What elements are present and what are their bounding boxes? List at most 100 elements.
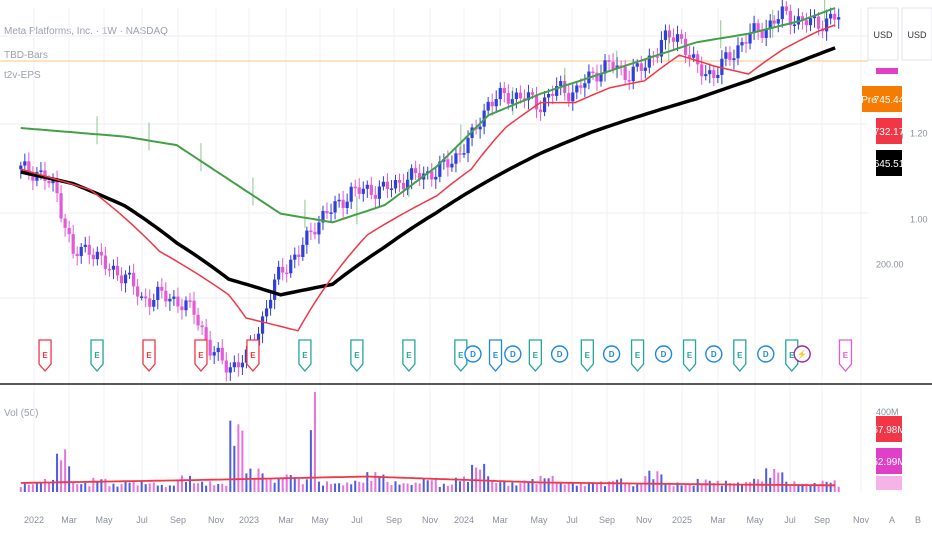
pre-price-tag-box (876, 86, 902, 112)
volume-bar (27, 484, 30, 492)
candle-down (816, 16, 821, 29)
candle-up (631, 66, 635, 82)
candle-up (293, 254, 297, 260)
volume-bar (809, 485, 812, 492)
time-axis-tick: Jul (784, 515, 796, 525)
candle-down (119, 275, 124, 284)
candle-up (434, 176, 438, 180)
volume-bar (31, 484, 34, 492)
candle-up (140, 296, 144, 298)
volume-bar (636, 484, 639, 492)
candle-up (829, 13, 833, 19)
candle-down (353, 186, 357, 189)
volume-bar (309, 430, 312, 492)
candle-down (208, 339, 212, 356)
volume-bar (378, 476, 381, 492)
volume-bar (390, 485, 393, 492)
volume-bar (736, 482, 739, 492)
candle-up (740, 42, 744, 46)
candle-down (196, 314, 200, 326)
candle-up (837, 17, 841, 20)
volume-bar (664, 484, 667, 492)
event-label: E (354, 351, 360, 360)
candle-down (369, 184, 373, 195)
event-label: E (458, 351, 464, 360)
candle-up (232, 362, 236, 368)
volume-bar (535, 484, 538, 492)
volume-bar (19, 487, 22, 492)
candle-down (414, 168, 418, 174)
candle-down (192, 300, 196, 315)
volume-bar (837, 486, 840, 492)
candle-up (228, 367, 232, 373)
volume-bar (205, 485, 208, 492)
candle-up (111, 265, 116, 270)
volume-bar (591, 482, 594, 492)
volume-bar (56, 453, 59, 492)
volume-bar (253, 478, 256, 492)
candle-up (635, 63, 639, 67)
volume-bar (579, 482, 582, 492)
time-axis-tick: 2023 (239, 515, 259, 525)
volume-bar (197, 483, 200, 492)
event-label: D (470, 350, 476, 359)
candle-up (748, 32, 752, 44)
volume-bar (813, 482, 816, 492)
volume-bar (168, 485, 171, 492)
event-label: E (302, 351, 308, 360)
volume-bar (88, 486, 91, 492)
volume-bar (342, 485, 345, 492)
candle-down (281, 266, 285, 273)
candle-down (502, 88, 506, 94)
volume-bar (563, 484, 566, 492)
volume-bar (676, 482, 679, 492)
earnings-event-icon (90, 339, 104, 372)
volume-bar (749, 482, 752, 492)
event-label: D (557, 350, 563, 359)
candle-up (438, 161, 442, 177)
last-price-tag-box (876, 118, 902, 144)
volume-bar (491, 480, 494, 492)
volume-bar (362, 482, 365, 492)
candle-up (808, 18, 813, 26)
volume-bar (688, 483, 691, 492)
volume-bar (684, 483, 687, 492)
volume-bar (108, 486, 111, 492)
volume-bar (732, 483, 735, 492)
candle-down (671, 37, 676, 42)
candle-up (83, 244, 87, 247)
indicator-eps-label: t2v-EPS (4, 70, 41, 81)
volume-bar (80, 484, 83, 492)
earnings-event-icon (580, 339, 594, 372)
earnings-event-icon (488, 339, 503, 372)
candle-down (67, 227, 71, 235)
volume-bar (616, 479, 619, 492)
volume-bar (708, 480, 711, 492)
volume-bar (527, 482, 530, 492)
volume-bar (358, 481, 361, 492)
candle-down (200, 325, 204, 328)
candle-down (91, 254, 95, 260)
candle-down (160, 286, 164, 291)
candle-up (514, 92, 518, 100)
candle-up (643, 67, 647, 71)
volume-bar (434, 478, 437, 492)
candle-down (204, 327, 208, 340)
volume-average-line (20, 475, 836, 487)
pink-marker (876, 68, 898, 74)
candle-up (752, 23, 756, 33)
candle-up (498, 88, 502, 100)
candle-down (236, 362, 240, 368)
candle-down (534, 94, 539, 110)
event-label: ⚡ (797, 349, 807, 359)
volume-bar (209, 481, 212, 492)
candle-up (478, 126, 482, 130)
candle-down (176, 296, 180, 307)
volume-bar (571, 482, 574, 492)
candle-down (538, 109, 543, 113)
volume-bar (386, 481, 389, 492)
volume-bar (184, 482, 187, 492)
event-label: E (687, 351, 693, 360)
candle-up (212, 352, 216, 356)
